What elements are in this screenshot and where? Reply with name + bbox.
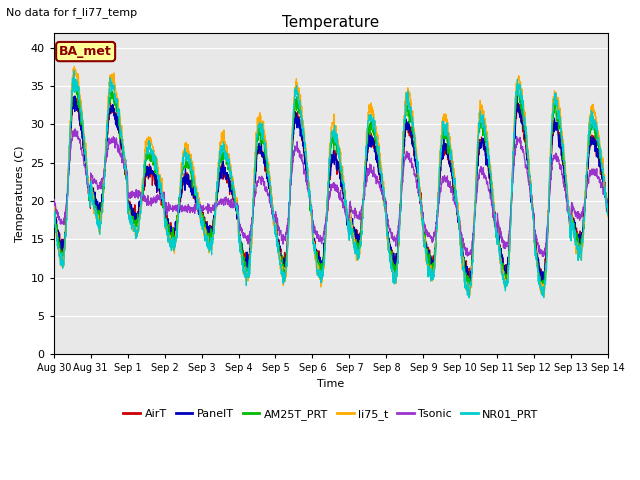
Text: BA_met: BA_met [60, 45, 112, 58]
Y-axis label: Temperatures (C): Temperatures (C) [15, 145, 25, 242]
Title: Temperature: Temperature [282, 15, 380, 30]
Legend: AirT, PanelT, AM25T_PRT, li75_t, Tsonic, NR01_PRT: AirT, PanelT, AM25T_PRT, li75_t, Tsonic,… [119, 405, 543, 425]
Text: No data for f_li77_temp: No data for f_li77_temp [6, 7, 138, 18]
X-axis label: Time: Time [317, 379, 344, 389]
